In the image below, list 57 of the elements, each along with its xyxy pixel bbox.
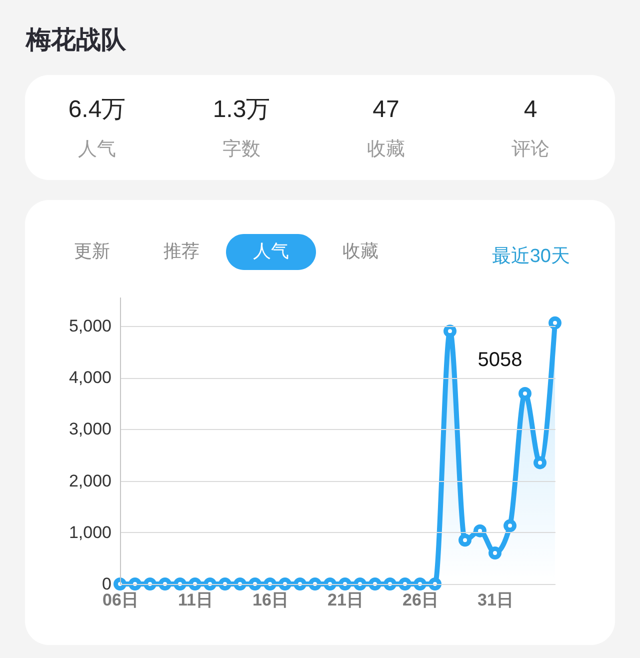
point [128,578,142,590]
text: 推荐 [164,241,200,261]
point [534,456,546,470]
point [114,578,126,590]
y-tick-label: 0 [102,574,112,594]
y-tick-label: 3,000 [68,420,112,439]
text: 4 [524,96,538,123]
text: 47 [372,96,400,123]
point [324,578,336,590]
point [368,578,382,590]
x-tick-label: 31日 [478,590,514,610]
point [308,578,322,590]
point [428,578,442,590]
point [248,578,262,590]
point [548,316,562,330]
text: 字数 [222,138,260,160]
point [234,578,246,590]
y-tick-label: 5,000 [68,316,112,336]
x-tick-label: 21日 [328,590,364,610]
text: 最近30天 [492,246,570,267]
point [188,578,202,590]
text: 收藏 [342,241,378,261]
point [264,578,276,590]
point [294,578,306,590]
text: 6.4万 [68,96,126,123]
text: 人气 [78,139,116,160]
point [278,578,292,590]
x-tick-label: 16日 [252,590,288,610]
text: 梅花战队 [25,26,127,54]
point [218,578,232,590]
point [338,578,352,590]
point [174,578,186,590]
point [144,578,156,590]
y-tick-label: 2,000 [68,471,112,490]
x-tick-label: 11日 [178,590,213,610]
point [354,578,366,590]
annotation: 5058 [478,349,522,371]
point [504,519,516,532]
y-tick-label: 1,000 [68,522,112,542]
point [474,524,486,538]
text: 评论 [512,139,550,160]
point [518,387,532,400]
point [414,578,426,590]
point [384,578,396,590]
text: 人气 [253,241,289,261]
point [158,578,172,590]
point [458,534,472,547]
point [204,578,216,590]
y-tick-label: 4,000 [68,368,112,388]
point [398,578,412,590]
point [488,546,502,560]
text: 1.3万 [212,96,270,123]
text: 收藏 [367,139,405,160]
text: 更新 [74,241,110,261]
x-tick-label: 06日 [102,590,138,610]
point [444,324,456,338]
x-tick-label: 26日 [402,590,438,610]
